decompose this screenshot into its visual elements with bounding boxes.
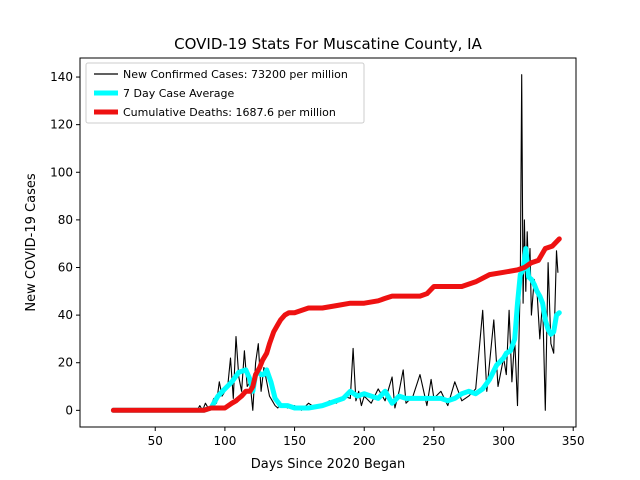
plot-frame	[79, 57, 577, 428]
legend-box	[85, 62, 365, 124]
y-axis: 0 20 40 60 80 100 120 140	[50, 70, 80, 417]
legend-label-7-day-average: 7 Day Case Average	[123, 87, 235, 100]
x-tick-label: 100	[213, 434, 236, 448]
y-tick-label: 40	[58, 308, 73, 322]
x-axis-label: Days Since 2020 Began	[251, 457, 406, 472]
cumulative-deaths-line	[110, 236, 562, 413]
y-tick-label: 20	[58, 356, 73, 370]
chart-title: COVID-19 Stats For Muscatine County, IA	[174, 35, 482, 53]
x-tick-label: 300	[492, 434, 515, 448]
x-tick-label: 350	[562, 434, 585, 448]
y-tick-label: 100	[50, 165, 73, 179]
y-tick-label: 60	[58, 260, 73, 274]
y-tick-label: 80	[58, 213, 73, 227]
x-tick-label: 250	[422, 434, 445, 448]
x-axis: 50 100 150 200 250 300 350	[148, 427, 585, 448]
legend-label-new-cases: New Confirmed Cases: 73200 per million	[123, 68, 348, 81]
x-tick-label: 150	[283, 434, 306, 448]
x-tick-label: 50	[148, 434, 163, 448]
y-tick-label: 140	[50, 70, 73, 84]
y-axis-label: New COVID-19 Cases	[24, 173, 39, 311]
y-tick-label: 0	[65, 403, 73, 417]
x-tick-label: 200	[353, 434, 376, 448]
legend-label-cumulative-deaths: Cumulative Deaths: 1687.6 per million	[123, 106, 336, 119]
legend: New Confirmed Cases: 73200 per million 7…	[85, 62, 365, 124]
y-tick-label: 120	[50, 118, 73, 132]
plot-lines	[110, 74, 562, 413]
